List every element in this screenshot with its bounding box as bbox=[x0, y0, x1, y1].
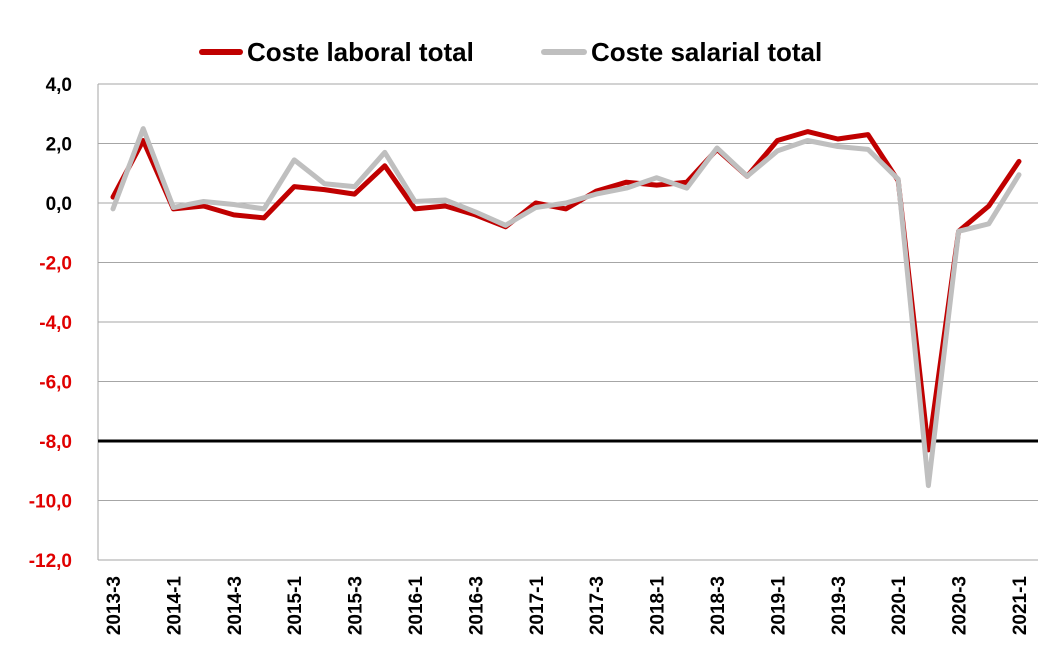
x-tick-label: 2018-3 bbox=[708, 576, 729, 635]
x-tick-label: 2019-1 bbox=[768, 576, 789, 636]
x-tick-label: 2020-3 bbox=[950, 576, 971, 635]
x-tick-label: 2016-3 bbox=[466, 576, 487, 635]
y-axis-tick-labels: 4,0 2,0 0,0 -2,0 -4,0 -6,0 -8,0 -10,0 -12,0 bbox=[29, 75, 72, 572]
y-tick-label: 4,0 bbox=[46, 75, 72, 96]
series-line-coste-laboral-total bbox=[110, 129, 1022, 453]
x-tick-label: 2017-3 bbox=[587, 576, 608, 635]
x-tick-label: 2020-1 bbox=[889, 576, 910, 636]
gridlines bbox=[98, 83, 1038, 561]
x-tick-label: 2015-3 bbox=[346, 576, 367, 635]
y-tick-label: -4,0 bbox=[39, 313, 72, 334]
y-tick-label: 0,0 bbox=[46, 194, 72, 215]
series-lines bbox=[110, 126, 1022, 489]
x-tick-label: 2014-1 bbox=[164, 576, 185, 636]
legend-label: Coste laboral total bbox=[247, 37, 474, 67]
x-tick-label: 2019-3 bbox=[829, 576, 850, 635]
x-tick-label: 2018-1 bbox=[648, 576, 669, 636]
x-tick-label: 2016-1 bbox=[406, 576, 427, 636]
x-tick-label: 2021-1 bbox=[1010, 576, 1031, 636]
legend-label: Coste salarial total bbox=[591, 37, 822, 67]
y-tick-label: -12,0 bbox=[29, 551, 72, 572]
series-line-coste-salarial-total bbox=[110, 126, 1022, 489]
x-tick-label: 2014-3 bbox=[225, 576, 246, 635]
x-axis-tick-labels: 2013-3 2014-1 2014-3 2015-1 2015-3 2016-1 2016… bbox=[104, 576, 1031, 636]
y-tick-label: 2,0 bbox=[46, 135, 72, 156]
x-tick-label: 2015-1 bbox=[285, 576, 306, 636]
x-tick-label: 2017-1 bbox=[527, 576, 548, 636]
x-tick-label: 2013-3 bbox=[104, 576, 125, 635]
y-tick-label: -6,0 bbox=[39, 373, 72, 394]
y-tick-label: -2,0 bbox=[39, 254, 72, 275]
axes bbox=[97, 84, 1038, 560]
legend: Coste laboral total Coste salarial total bbox=[199, 37, 822, 67]
y-tick-label: -10,0 bbox=[29, 492, 72, 513]
y-tick-label: -8,0 bbox=[39, 432, 72, 453]
